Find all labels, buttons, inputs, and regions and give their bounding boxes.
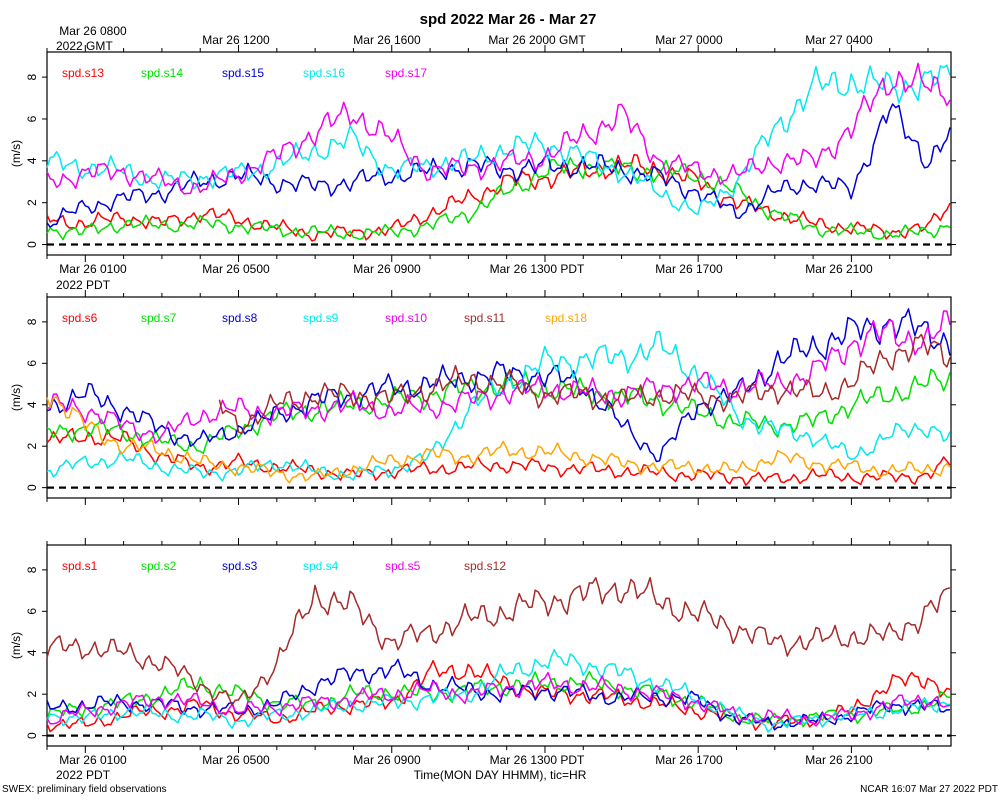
- gmt-tick-label: Mar 27 0400: [805, 33, 873, 47]
- y-tick-label: 4: [25, 157, 39, 164]
- y-tick-label: 2: [25, 199, 39, 206]
- legend-entry: spd.s8: [222, 311, 258, 325]
- legend-entry: spd.s4: [303, 559, 339, 573]
- legend-entry: spd.s13: [62, 66, 104, 80]
- series-line-spd-s3: [46, 658, 951, 731]
- plot-frame: [46, 544, 952, 747]
- y-tick-label: 4: [25, 649, 39, 656]
- y-tick-label: 0: [25, 241, 39, 248]
- legend-entry: spd.s11: [464, 311, 505, 325]
- y-tick-label: 0: [25, 484, 39, 491]
- y-axis-label: (m/s): [9, 384, 23, 411]
- series-line-spd-s13: [46, 153, 951, 242]
- series-line-spd-s11: [218, 333, 951, 435]
- pdt-tick-label: Mar 26 0500: [202, 262, 270, 276]
- plot-frame: [46, 296, 952, 499]
- pdt-axis-labels-panel-1: Mar 26 0100 2022 PDT Mar 26 0500 Mar 26 …: [56, 262, 873, 292]
- y-tick-label: 4: [25, 401, 39, 408]
- y-tick-label: 2: [25, 443, 39, 450]
- y-tick-label: 8: [25, 73, 39, 80]
- legend-entry: spd.s7: [141, 311, 177, 325]
- y-tick-label: 6: [25, 360, 39, 367]
- legend-entry: spd.s9: [303, 311, 339, 325]
- pdt-year-label: 2022 PDT: [56, 278, 111, 292]
- pdt-tick-label: Mar 26 0100: [59, 753, 127, 767]
- pdt-tick-label: Mar 26 1700: [655, 262, 723, 276]
- pdt-tick-label: Mar 26 0900: [353, 753, 421, 767]
- y-axis-label: (m/s): [9, 632, 23, 659]
- y-tick-label: 6: [25, 608, 39, 615]
- pdt-tick-label: Mar 26 0900: [353, 262, 421, 276]
- pdt-tick-label: Mar 26 0100: [59, 262, 127, 276]
- pdt-tick-label: Mar 26 1700: [655, 753, 723, 767]
- gmt-tick-label: Mar 26 1200: [202, 33, 270, 47]
- pdt-tick-label: Mar 26 1300 PDT: [490, 262, 585, 276]
- legend-entry: spd.s17: [385, 66, 427, 80]
- plot-frame: [46, 51, 952, 256]
- series-line-spd-s9: [46, 330, 951, 482]
- legend-entry: spd.s16: [303, 66, 345, 80]
- series-line-spd-s16: [46, 64, 951, 215]
- x-axis-title: Time(MON DAY HHMM), tic=HR: [414, 768, 587, 782]
- series-line-spd-s4: [46, 648, 951, 733]
- legend-entry: spd.s18: [545, 311, 587, 325]
- panel-middle: 0 2 4 6 8 (m/s) spd.s6 spd.s7 spd.s8 spd.s9 spd.s1…: [9, 290, 956, 505]
- series-line-spd-s14: [46, 156, 951, 241]
- pdt-tick-label: Mar 26 0500: [202, 753, 270, 767]
- pdt-tick-label: Mar 26 2100: [805, 262, 873, 276]
- chart-title: spd 2022 Mar 26 - Mar 27: [420, 11, 597, 28]
- pdt-axis-labels-bottom: Mar 26 0100 2022 PDT Mar 26 0500 Mar 26 …: [56, 753, 873, 782]
- gmt-year-label: 2022 GMT: [56, 39, 113, 53]
- gmt-tick-label: Mar 26 1600: [353, 33, 421, 47]
- legend-entry: spd.s10: [385, 311, 427, 325]
- legend-entry: spd.s2: [141, 559, 177, 573]
- series-line-spd-s7: [46, 368, 951, 455]
- series-line-spd-s1: [46, 659, 951, 733]
- y-tick-label: 6: [25, 115, 39, 122]
- y-tick-label: 2: [25, 691, 39, 698]
- y-axis-label: (m/s): [9, 140, 23, 167]
- pdt-tick-label: Mar 26 1300 PDT: [490, 753, 585, 767]
- series-line-spd-s17: [46, 62, 951, 195]
- y-tick-label: 0: [25, 732, 39, 739]
- footer-right: NCAR 16:07 Mar 27 2022 PDT: [860, 784, 998, 795]
- legend-entry: spd.s3: [222, 559, 258, 573]
- legend-entry: spd.s15: [222, 66, 264, 80]
- gmt-tick-label: Mar 26 2000 GMT: [488, 33, 586, 47]
- y-tick-label: 8: [25, 566, 39, 573]
- legend-entry: spd.s14: [141, 66, 183, 80]
- legend-entry: spd.s5: [385, 559, 421, 573]
- gmt-axis-labels: Mar 26 0800 2022 GMT Mar 26 1200 Mar 26 …: [56, 24, 873, 53]
- footer-left: SWEX: preliminary field observations: [2, 784, 167, 795]
- gmt-tick-label: Mar 26 0800: [59, 24, 127, 38]
- series-line-spd-s6: [46, 427, 951, 486]
- panel-top: 0 2 4 6 8 (m/s) spd.s13 spd.s14 spd.s15 spd.s16 sp…: [9, 45, 956, 262]
- pdt-tick-label: Mar 26 2100: [805, 753, 873, 767]
- series-line-spd-s2: [46, 670, 951, 728]
- legend-entry: spd.s12: [464, 559, 506, 573]
- gmt-tick-label: Mar 27 0000: [655, 33, 723, 47]
- series-line-spd-s12: [46, 576, 951, 706]
- legend-entry: spd.s1: [62, 559, 98, 573]
- y-tick-label: 8: [25, 318, 39, 325]
- series-line-spd-s8: [46, 308, 951, 463]
- series-line-spd-s18: [46, 396, 951, 484]
- panel-bottom: 0 2 4 6 8 (m/s) spd.s1 spd.s2 spd.s3 spd.s4 spd.s5…: [9, 538, 956, 753]
- pdt-year-label: 2022 PDT: [56, 768, 111, 782]
- series-line-spd-s10: [46, 310, 951, 444]
- series-line-spd-s5: [46, 671, 951, 727]
- legend-entry: spd.s6: [62, 311, 98, 325]
- series-line-spd-s15: [46, 103, 951, 228]
